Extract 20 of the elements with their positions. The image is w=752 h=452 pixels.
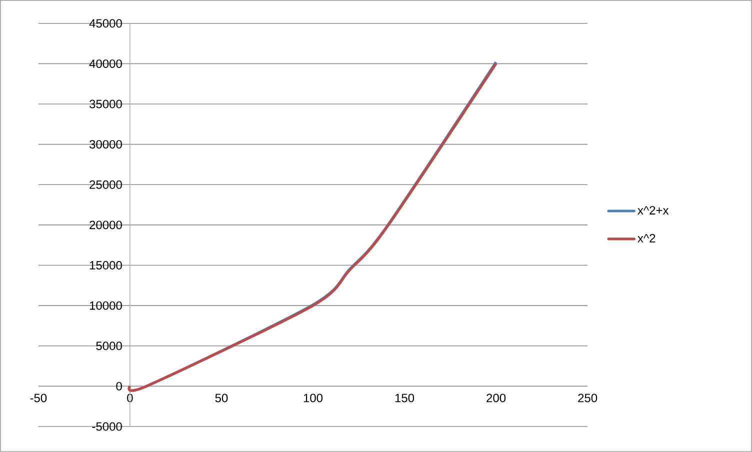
y-tick-label: 5000	[96, 342, 122, 350]
y-tick-label: 0	[116, 382, 122, 390]
legend-label: x^2+x	[638, 206, 669, 214]
x-tick-label: -50	[30, 394, 47, 402]
legend-label: x^2	[638, 234, 656, 242]
x-tick-label: 250	[578, 394, 598, 402]
x-tick-label: 50	[215, 394, 228, 402]
y-tick-label: 45000	[89, 19, 122, 28]
x-tick-label: 150	[395, 394, 414, 402]
x-tick-label: 100	[304, 394, 323, 402]
y-tick-label: 30000	[89, 140, 122, 149]
y-tick-label: 10000	[90, 301, 122, 310]
y-tick-label: 15000	[90, 261, 122, 270]
y-tick-label: -5000	[92, 422, 122, 431]
y-tick-label: 35000	[89, 100, 122, 108]
x-tick-label: 0	[127, 394, 133, 402]
y-tick-label: 40000	[89, 60, 122, 68]
y-tick-label: 25000	[90, 180, 122, 189]
x-tick-label: 200	[486, 394, 506, 402]
y-tick-label: 20000	[90, 220, 122, 230]
